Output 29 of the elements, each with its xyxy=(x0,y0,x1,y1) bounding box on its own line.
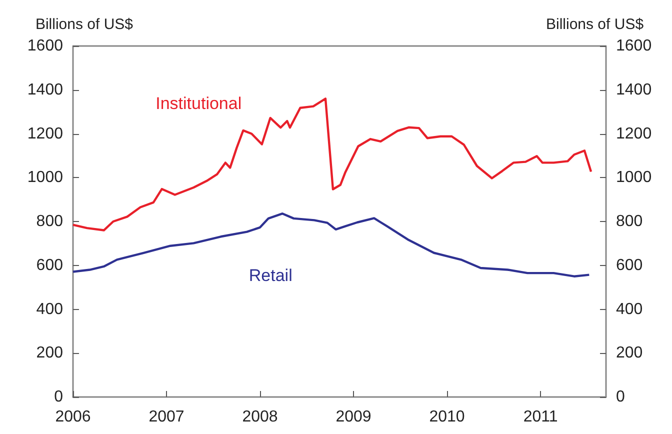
y-tick-label: 200 xyxy=(36,344,64,362)
line-series xyxy=(72,98,592,232)
y2-axis-title: Billions of US$ xyxy=(546,16,644,33)
y2-tick-label: 1200 xyxy=(616,125,652,142)
y2-tick-label: 400 xyxy=(616,300,643,318)
y-tick-label: 1200 xyxy=(27,125,64,142)
y2-tick-label: 600 xyxy=(616,256,643,274)
y-tick-label: 400 xyxy=(36,300,64,318)
x-tick-label: 2007 xyxy=(148,408,184,426)
y-tick-label: 0 xyxy=(54,388,64,406)
x-tick-label: 2009 xyxy=(336,408,372,426)
x-tick-label: 2008 xyxy=(242,408,278,426)
y2-tick-label: 1600 xyxy=(616,38,652,54)
x-tick-label: 2011 xyxy=(523,408,558,426)
y-axis-title: Billions of US$ xyxy=(35,16,134,33)
y-tick-label: 800 xyxy=(36,213,64,230)
y-tick-label: 1000 xyxy=(27,169,64,186)
x-tick-label: 2010 xyxy=(429,408,465,426)
y-tick-label: 600 xyxy=(36,256,64,274)
y2-tick-label: 0 xyxy=(616,388,625,406)
series-label: Institutional xyxy=(156,94,242,114)
y2-tick-label: 1400 xyxy=(616,81,652,98)
x-tick-label: 2006 xyxy=(55,408,91,426)
y2-tick-label: 800 xyxy=(616,213,643,230)
text: Retail xyxy=(248,266,292,286)
y2-tick-label: 1000 xyxy=(616,169,652,186)
y-tick-label: 1600 xyxy=(27,38,64,54)
y2-tick-label: 200 xyxy=(616,344,643,362)
y-tick-label: 1400 xyxy=(27,81,64,98)
